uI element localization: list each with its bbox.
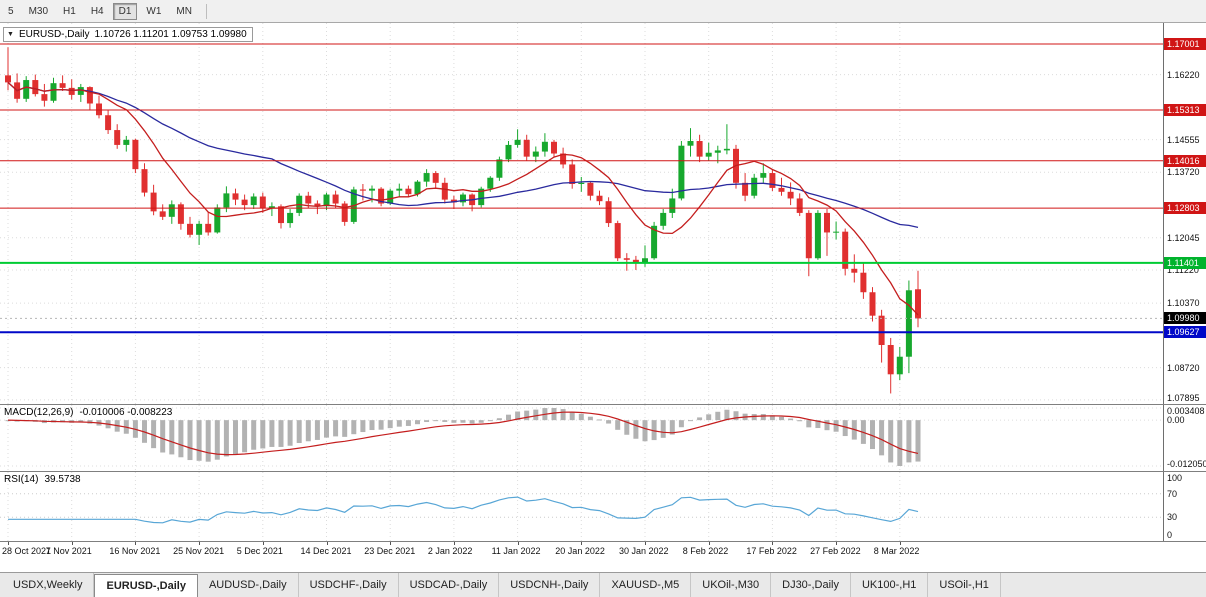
rsi-current-value: 39.5738 [44, 474, 81, 485]
date-axis-label: 25 Nov 2021 [173, 546, 225, 556]
date-axis-label: 27 Feb 2022 [810, 546, 861, 556]
timeframe-button-h4[interactable]: H4 [90, 5, 104, 17]
date-tick [390, 542, 392, 545]
price-level-badge: 1.11401 [1164, 256, 1206, 269]
axis-value-label: -0.012050 [1167, 459, 1206, 469]
timeframe-button-5[interactable]: 5 [8, 5, 14, 17]
date-axis-label: 17 Feb 2022 [746, 546, 797, 556]
macd-axis[interactable]: 0.003408 0.00 -0.012050 [1163, 405, 1206, 471]
timeframe-toolbar: 5 M30 H1 H4 D1 W1 MN [0, 0, 1206, 23]
date-axis-label: 5 Dec 2021 [236, 546, 283, 556]
date-axis-label: 7 Nov 2021 [45, 546, 92, 556]
date-axis-label: 30 Jan 2022 [619, 546, 669, 556]
timeframe-button-m30[interactable]: M30 [28, 5, 49, 17]
price-level-badge: 1.09980 [1164, 312, 1206, 325]
axis-value-label: 1.11220 [1167, 264, 1199, 275]
date-tick [71, 542, 73, 545]
axis-value-label: 0 [1167, 530, 1173, 540]
macd-indicator-pane[interactable]: MACD(12,26,9) -0.010006 -0.008223 0.0034… [0, 405, 1206, 472]
axis-value-label: 1.12045 [1167, 232, 1200, 243]
date-tick [517, 542, 519, 545]
date-tick [708, 542, 710, 545]
chart-tab-ukoil-m30[interactable]: UKOil-,M30 [691, 573, 772, 597]
price-level-badge: 1.09627 [1164, 326, 1206, 339]
date-tick [199, 542, 201, 545]
chart-dropdown-icon[interactable]: ▼ [7, 30, 14, 38]
date-axis-label: 16 Nov 2021 [109, 546, 161, 556]
price-level-badge: 1.17001 [1164, 38, 1206, 51]
timeframe-button-mn[interactable]: MN [176, 5, 192, 17]
rsi-axis[interactable]: 100 70 30 0 [1163, 472, 1206, 541]
toolbar-separator [205, 3, 207, 19]
axis-value-label: 30 [1167, 512, 1178, 523]
rsi-label: RSI(14) 39.5738 [4, 474, 81, 485]
price-axis[interactable]: 1.16220 1.14555 1.13720 1.12045 1.11220 1.103… [1163, 23, 1206, 404]
date-tick [135, 542, 137, 545]
date-tick [326, 542, 328, 545]
chart-tabs-bar: USDX,Weekly EURUSD-,Daily AUDUSD-,Daily USD… [0, 572, 1206, 597]
chart-tab-usdcad-daily[interactable]: USDCAD-,Daily [399, 573, 500, 597]
price-level-badge: 1.12803 [1164, 202, 1206, 215]
macd-current-values: -0.010006 -0.008223 [79, 407, 173, 418]
date-axis-label: 8 Feb 2022 [682, 546, 729, 556]
date-axis-label: 28 Oct 2021 [2, 546, 52, 556]
date-axis-label: 8 Mar 2022 [873, 546, 920, 556]
axis-value-label: 0.00 [1167, 415, 1185, 426]
axis-value-label: 1.08720 [1167, 362, 1200, 373]
chart-tab-usdchf-daily[interactable]: USDCHF-,Daily [299, 573, 399, 597]
date-axis[interactable]: 28 Oct 2021 7 Nov 2021 16 Nov 2021 25 Nov 2… [0, 542, 1206, 572]
date-tick [645, 542, 646, 545]
timeframe-button-d1[interactable]: D1 [112, 2, 138, 20]
chart-tab-audusd-daily[interactable]: AUDUSD-,Daily [198, 573, 299, 597]
macd-name: MACD(12,26,9) [4, 407, 74, 418]
date-tick [581, 542, 583, 545]
rsi-indicator-pane[interactable]: RSI(14) 39.5738 100 70 30 0 [0, 472, 1206, 542]
axis-value-label: 1.14555 [1167, 134, 1200, 145]
macd-label: MACD(12,26,9) -0.010006 -0.008223 [4, 407, 172, 418]
symbol-info-box[interactable]: ▼ EURUSD-,Daily 1.10726 1.11201 1.09753 … [3, 27, 253, 42]
date-tick [772, 542, 774, 545]
price-level-badge: 1.15313 [1164, 104, 1206, 117]
candlestick-chart[interactable] [0, 23, 1163, 404]
axis-value-label: 1.10370 [1167, 298, 1200, 309]
date-axis-label: 2 Jan 2022 [427, 546, 473, 556]
date-axis-label: 14 Dec 2021 [300, 546, 352, 556]
date-axis-label: 20 Jan 2022 [555, 546, 605, 556]
chart-tab-eurusd-daily[interactable]: EURUSD-,Daily [94, 574, 198, 597]
date-tick [836, 542, 838, 545]
chart-tab-xauusd-m5[interactable]: XAUUSD-,M5 [600, 573, 692, 597]
axis-value-label: 1.13720 [1167, 167, 1200, 178]
axis-value-label: 0.003408 [1167, 406, 1205, 416]
symbol-title: EURUSD-,Daily [18, 29, 90, 40]
price-level-badge: 1.14016 [1164, 154, 1206, 167]
main-price-pane[interactable]: ▼ EURUSD-,Daily 1.10726 1.11201 1.09753 … [0, 23, 1206, 405]
date-tick [262, 542, 264, 545]
date-tick [899, 542, 901, 545]
date-tick [453, 542, 455, 545]
axis-value-label: 1.07895 [1167, 393, 1200, 403]
axis-value-label: 1.16220 [1167, 69, 1200, 80]
date-axis-label: 11 Jan 2022 [491, 546, 541, 556]
axis-value-label: 100 [1167, 473, 1183, 483]
chart-tab-usdx-weekly[interactable]: USDX,Weekly [2, 573, 95, 597]
date-tick [8, 542, 9, 545]
chart-tab-usdcnh-daily[interactable]: USDCNH-,Daily [499, 573, 601, 597]
symbol-ohlc-values: 1.10726 1.11201 1.09753 1.09980 [94, 29, 247, 40]
date-axis-label: 23 Dec 2021 [364, 546, 416, 556]
axis-value-label: 70 [1167, 488, 1178, 499]
macd-chart[interactable] [0, 405, 1163, 471]
rsi-chart[interactable] [0, 472, 1163, 541]
timeframe-button-w1[interactable]: W1 [146, 5, 162, 17]
chart-tab-usoil-h1[interactable]: USOil-,H1 [928, 573, 1001, 597]
chart-tab-dj30-daily[interactable]: DJ30-,Daily [771, 573, 851, 597]
timeframe-button-h1[interactable]: H1 [63, 5, 76, 17]
rsi-name: RSI(14) [4, 474, 39, 485]
chart-tab-uk100-h1[interactable]: UK100-,H1 [851, 573, 929, 597]
